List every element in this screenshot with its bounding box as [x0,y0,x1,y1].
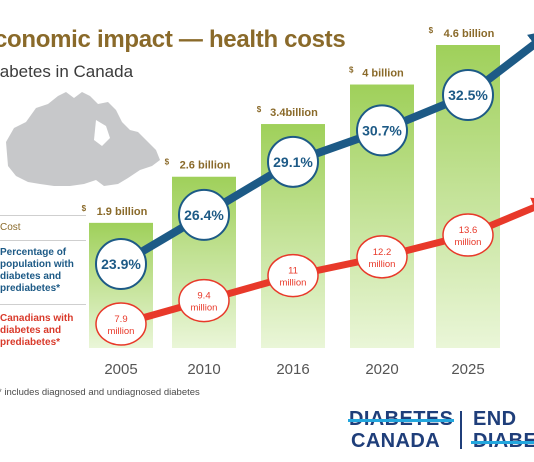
footnote: * includes diagnosed and undiagnosed dia… [0,387,200,398]
canadians-label: 7.9 [114,314,127,325]
canadians-label: million [455,237,482,248]
canadians-label: million [369,259,396,270]
x-tick-label: 2016 [276,361,309,378]
legend-cost: Cost [0,222,21,233]
canadians-label: million [280,278,307,289]
page-subtitle: iabetes in Canada [0,62,134,81]
percentage-marker [95,238,147,290]
canadians-label: million [191,303,218,314]
cost-label: 4 billion [362,68,404,80]
x-tick-label: 2025 [451,361,484,378]
percentage-label: 26.4% [184,207,224,223]
logo-divider [460,411,462,449]
percentage-label: 29.1% [273,154,313,170]
logo-word-end: END [473,408,517,430]
canadians-label: 12.2 [373,247,392,258]
canadians-label: 9.4 [197,291,210,302]
canadians-label: million [108,326,135,337]
currency-symbol: $ [82,204,87,213]
diabetes-canada-logo: DIABETES CANADA END DIABE [343,408,534,454]
x-tick-label: 2010 [187,361,220,378]
canadians-marker [178,278,230,323]
canadians-marker [267,253,319,298]
percentage-label: 30.7% [362,122,402,138]
legend-divider [0,215,86,216]
legend-divider [0,240,86,241]
logo-word-canada: CANADA [351,430,441,452]
canadians-marker [95,302,147,346]
x-tick-label: 2020 [365,361,398,378]
hudson-bay [94,120,110,146]
canadians-label: 11 [288,266,298,277]
cost-label: 1.9 billion [97,206,148,218]
legend-divider [0,304,86,305]
cost-label: 2.6 billion [180,160,231,172]
percentage-marker [178,188,230,241]
percentage-marker [267,135,319,188]
cost-label: 4.6 billion [444,28,495,40]
currency-symbol: $ [349,66,354,75]
logo-strike [471,441,534,444]
percentage-marker [356,104,408,157]
percentage-label: 23.9% [101,256,141,272]
logo-strike [348,419,454,422]
x-tick-label: 2005 [104,361,137,378]
currency-symbol: $ [165,158,170,167]
canadians-label: 13.6 [459,225,478,236]
cost-label: 3.4billion [270,107,318,119]
page-title: conomic impact — health costs [0,26,346,53]
currency-symbol: $ [257,105,262,114]
canadians-marker [442,213,494,257]
legend-percentage: Percentage of population with diabetes a… [0,247,74,294]
percentage-marker [442,69,494,121]
canadians-marker [356,235,408,279]
legend-canadians: Canadians with diabetes and prediabetes* [0,313,74,348]
percentage-label: 32.5% [448,87,488,103]
canada-map [6,92,160,186]
currency-symbol: $ [429,26,434,35]
